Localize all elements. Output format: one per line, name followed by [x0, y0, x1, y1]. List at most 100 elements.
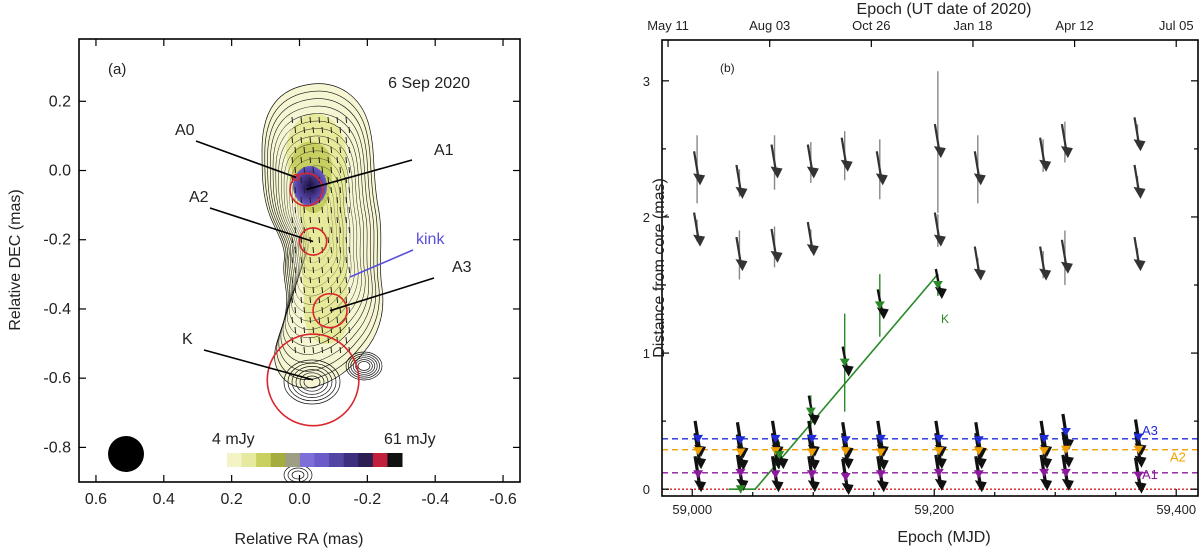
evpa-tick — [336, 256, 339, 264]
marker-a3 — [806, 434, 817, 443]
evpa-tick — [312, 126, 315, 134]
component-circle-a3 — [312, 292, 348, 329]
outer-arrow-head — [1133, 139, 1146, 152]
polarization-arrows — [693, 117, 1147, 495]
contour-line — [283, 143, 355, 322]
evpa-tick — [318, 136, 321, 144]
contour-line — [264, 90, 380, 380]
inner-arrow-head — [841, 457, 854, 470]
contour-line — [352, 357, 376, 375]
evpa-tick — [312, 246, 315, 254]
evpa-tick — [309, 276, 312, 284]
evpa-tick — [291, 316, 294, 324]
evpa-tick — [336, 276, 339, 284]
evpa-tick — [327, 116, 330, 124]
colorbar-swatch — [329, 453, 345, 467]
kink-pointer — [349, 249, 414, 278]
evpa-tick — [318, 116, 321, 124]
x-tick-label: -0.6 — [489, 491, 517, 508]
marker-a1 — [1060, 468, 1071, 477]
evpa-tick — [300, 216, 303, 224]
panel-b: 59,000 59,200 59,400 0 1 2 3 May 11 Aug 03 Oct 2… — [643, 1, 1199, 546]
evpa-tick — [294, 226, 297, 234]
x-tick-label: 0.2 — [221, 491, 243, 508]
x-tick-label: 0.0 — [288, 491, 310, 508]
marker-a3 — [1060, 428, 1071, 437]
x-tick-label: -0.2 — [354, 491, 382, 508]
reference-label-a2: A2 — [1170, 450, 1186, 465]
evpa-tick — [327, 176, 330, 184]
marker-a1 — [735, 468, 746, 477]
marker-a3 — [973, 436, 984, 445]
evpa-tick — [294, 326, 297, 334]
inner-arrow-head — [771, 480, 784, 493]
reference-label-a3: A3 — [1142, 423, 1158, 438]
evpa-tick — [318, 156, 321, 164]
evpa-tick — [294, 126, 297, 134]
evpa-tick — [339, 326, 342, 334]
marker-a1 — [973, 470, 984, 479]
evpa-tick — [318, 276, 321, 284]
evpa-tick — [339, 266, 342, 274]
marker-a2 — [840, 447, 851, 456]
evpa-tick — [336, 296, 339, 304]
inner-arrow-head — [1134, 455, 1147, 468]
marker-a2 — [1133, 445, 1144, 454]
outer-arrow-head — [693, 234, 706, 247]
x-tick-label: -0.4 — [421, 491, 449, 508]
outer-arrow-head — [806, 244, 819, 257]
label-k: K — [182, 331, 193, 348]
inner-arrow-head — [736, 478, 749, 491]
evpa-tick — [336, 156, 339, 164]
x-tick-label: 59,000 — [672, 502, 712, 517]
contour-line — [295, 369, 329, 395]
evpa-tick — [300, 296, 303, 304]
error-bars — [696, 71, 1139, 494]
contour-line — [267, 98, 377, 372]
evpa-tick — [294, 266, 297, 274]
panel-a-ylabel: Relative DEC (mas) — [7, 189, 24, 330]
marker-a1 — [693, 470, 704, 479]
evpa-tick — [303, 146, 306, 154]
evpa-tick — [345, 336, 348, 344]
evpa-tick — [339, 186, 342, 194]
component-labels: A0 A1 A2 A3 K kink — [175, 122, 472, 348]
inner-arrow-head — [841, 482, 854, 495]
contour-line — [272, 113, 370, 355]
y-tick-label: 0 — [643, 482, 650, 497]
label-a1: A1 — [434, 142, 454, 159]
k-fit-polyline — [728, 273, 939, 490]
evpa-tick — [300, 136, 303, 144]
evpa-tick — [345, 216, 348, 224]
evpa-tick — [339, 226, 342, 234]
observation-date: 6 Sep 2020 — [388, 75, 470, 92]
top-tick-label: Jan 18 — [953, 18, 992, 33]
evpa-tick — [294, 286, 297, 294]
evpa-tick — [348, 326, 351, 334]
beam-ellipse — [108, 436, 144, 472]
evpa-tick — [336, 236, 339, 244]
outer-arrow-head — [1039, 159, 1052, 172]
evpa-tick — [309, 316, 312, 324]
top-tick-label: Aug 03 — [749, 18, 790, 33]
evpa-tick — [312, 286, 315, 294]
evpa-tick — [303, 306, 306, 314]
evpa-tick — [345, 296, 348, 304]
component-circle-a0 — [292, 173, 300, 182]
contour-line — [291, 470, 305, 480]
evpa-tick — [336, 136, 339, 144]
evpa-tick — [330, 206, 333, 214]
evpa-tick — [348, 146, 351, 154]
evpa-tick — [294, 146, 297, 154]
evpa-tick — [330, 226, 333, 234]
evpa-tick — [336, 176, 339, 184]
evpa-tick — [309, 116, 312, 124]
outer-arrow-head — [806, 166, 819, 179]
evpa-tick — [321, 306, 324, 314]
evpa-tick — [339, 206, 342, 214]
panel-b-ticks — [662, 80, 1198, 496]
leader-line-a0 — [195, 140, 297, 179]
evpa-tick — [348, 206, 351, 214]
evpa-tick — [345, 256, 348, 264]
inner-arrow-head — [1061, 478, 1074, 491]
